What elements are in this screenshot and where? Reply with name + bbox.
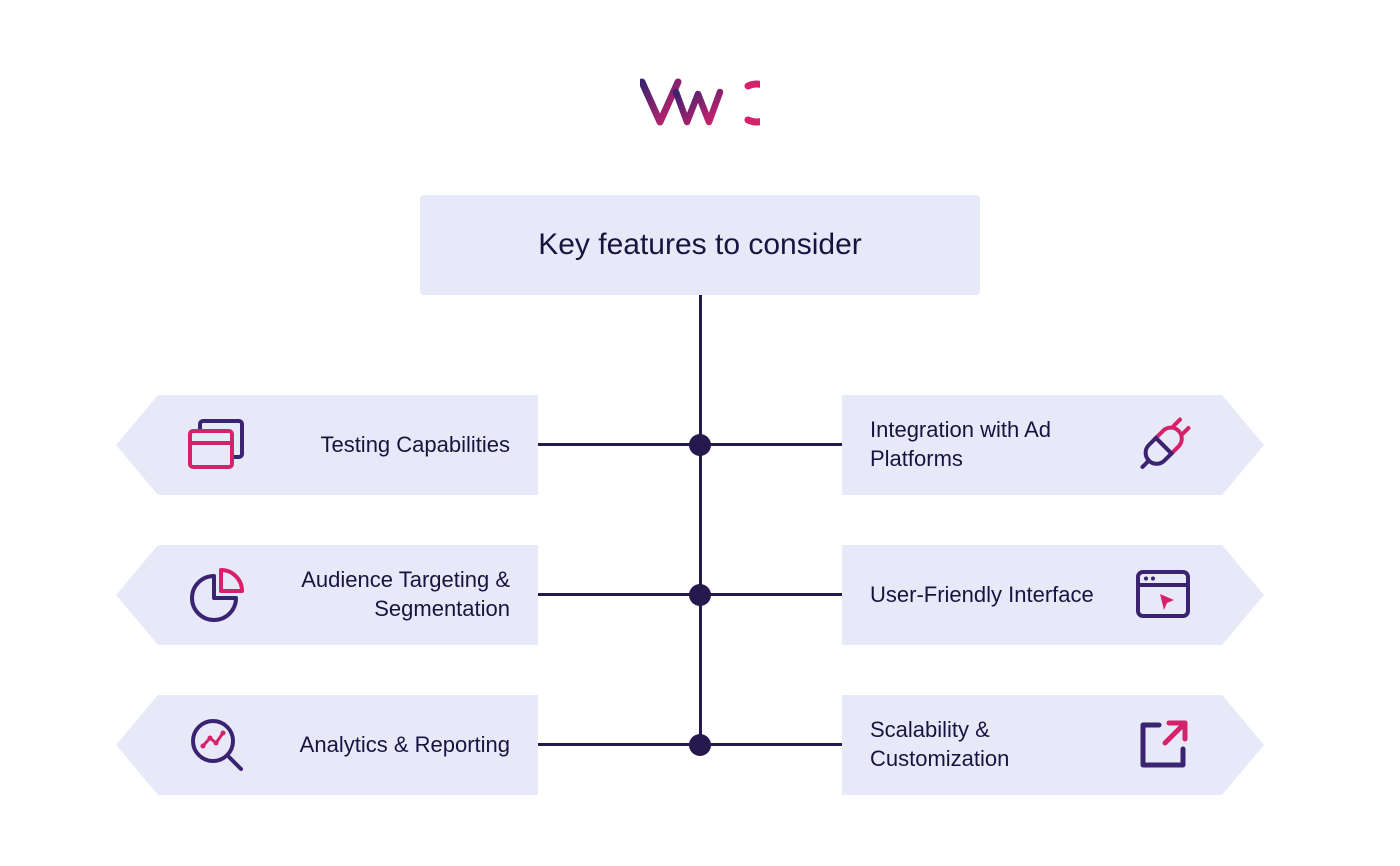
connector-right-3 — [710, 743, 842, 746]
node-1 — [689, 434, 711, 456]
arrow-tip — [116, 695, 158, 795]
feature-label: Testing Capabilities — [272, 431, 510, 460]
feature-integration: Integration with Ad Platforms — [842, 395, 1264, 495]
window-cursor-icon — [1132, 564, 1194, 626]
feature-testing: Testing Capabilities — [116, 395, 538, 495]
feature-body: Testing Capabilities — [158, 395, 538, 495]
arrow-tip — [1222, 545, 1264, 645]
feature-analytics: Analytics & Reporting — [116, 695, 538, 795]
feature-body: User-Friendly Interface — [842, 545, 1222, 645]
feature-scalability: Scalability & Customization — [842, 695, 1264, 795]
title-box: Key features to consider — [420, 195, 980, 295]
feature-body: Integration with Ad Platforms — [842, 395, 1222, 495]
browsers-icon — [186, 414, 248, 476]
feature-label: Analytics & Reporting — [272, 731, 510, 760]
connector-right-1 — [710, 443, 842, 446]
feature-label: Audience Targeting & Segmentation — [272, 566, 510, 623]
arrow-tip — [1222, 695, 1264, 795]
feature-label: Integration with Ad Platforms — [870, 416, 1108, 473]
feature-body: Scalability & Customization — [842, 695, 1222, 795]
arrow-tip — [116, 545, 158, 645]
plug-icon — [1132, 414, 1194, 476]
connector-right-2 — [710, 593, 842, 596]
feature-ui: User-Friendly Interface — [842, 545, 1264, 645]
connector-left-3 — [538, 743, 690, 746]
feature-body: Audience Targeting & Segmentation — [158, 545, 538, 645]
feature-audience: Audience Targeting & Segmentation — [116, 545, 538, 645]
spine-line — [699, 295, 702, 755]
arrow-tip — [116, 395, 158, 495]
feature-body: Analytics & Reporting — [158, 695, 538, 795]
magnify-chart-icon — [186, 714, 248, 776]
vwo-logo — [640, 78, 760, 133]
arrow-tip — [1222, 395, 1264, 495]
feature-label: Scalability & Customization — [870, 716, 1108, 773]
title-text: Key features to consider — [538, 228, 862, 262]
connector-left-1 — [538, 443, 690, 446]
external-icon — [1132, 714, 1194, 776]
node-3 — [689, 734, 711, 756]
connector-left-2 — [538, 593, 690, 596]
node-2 — [689, 584, 711, 606]
pie-icon — [186, 564, 248, 626]
feature-label: User-Friendly Interface — [870, 581, 1108, 610]
diagram-canvas: Key features to consider Testing Capabil… — [0, 0, 1400, 866]
